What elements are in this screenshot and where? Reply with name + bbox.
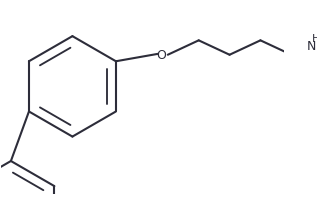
Text: H: H [312,34,317,44]
Text: N: N [307,40,316,53]
Text: O: O [156,49,166,62]
